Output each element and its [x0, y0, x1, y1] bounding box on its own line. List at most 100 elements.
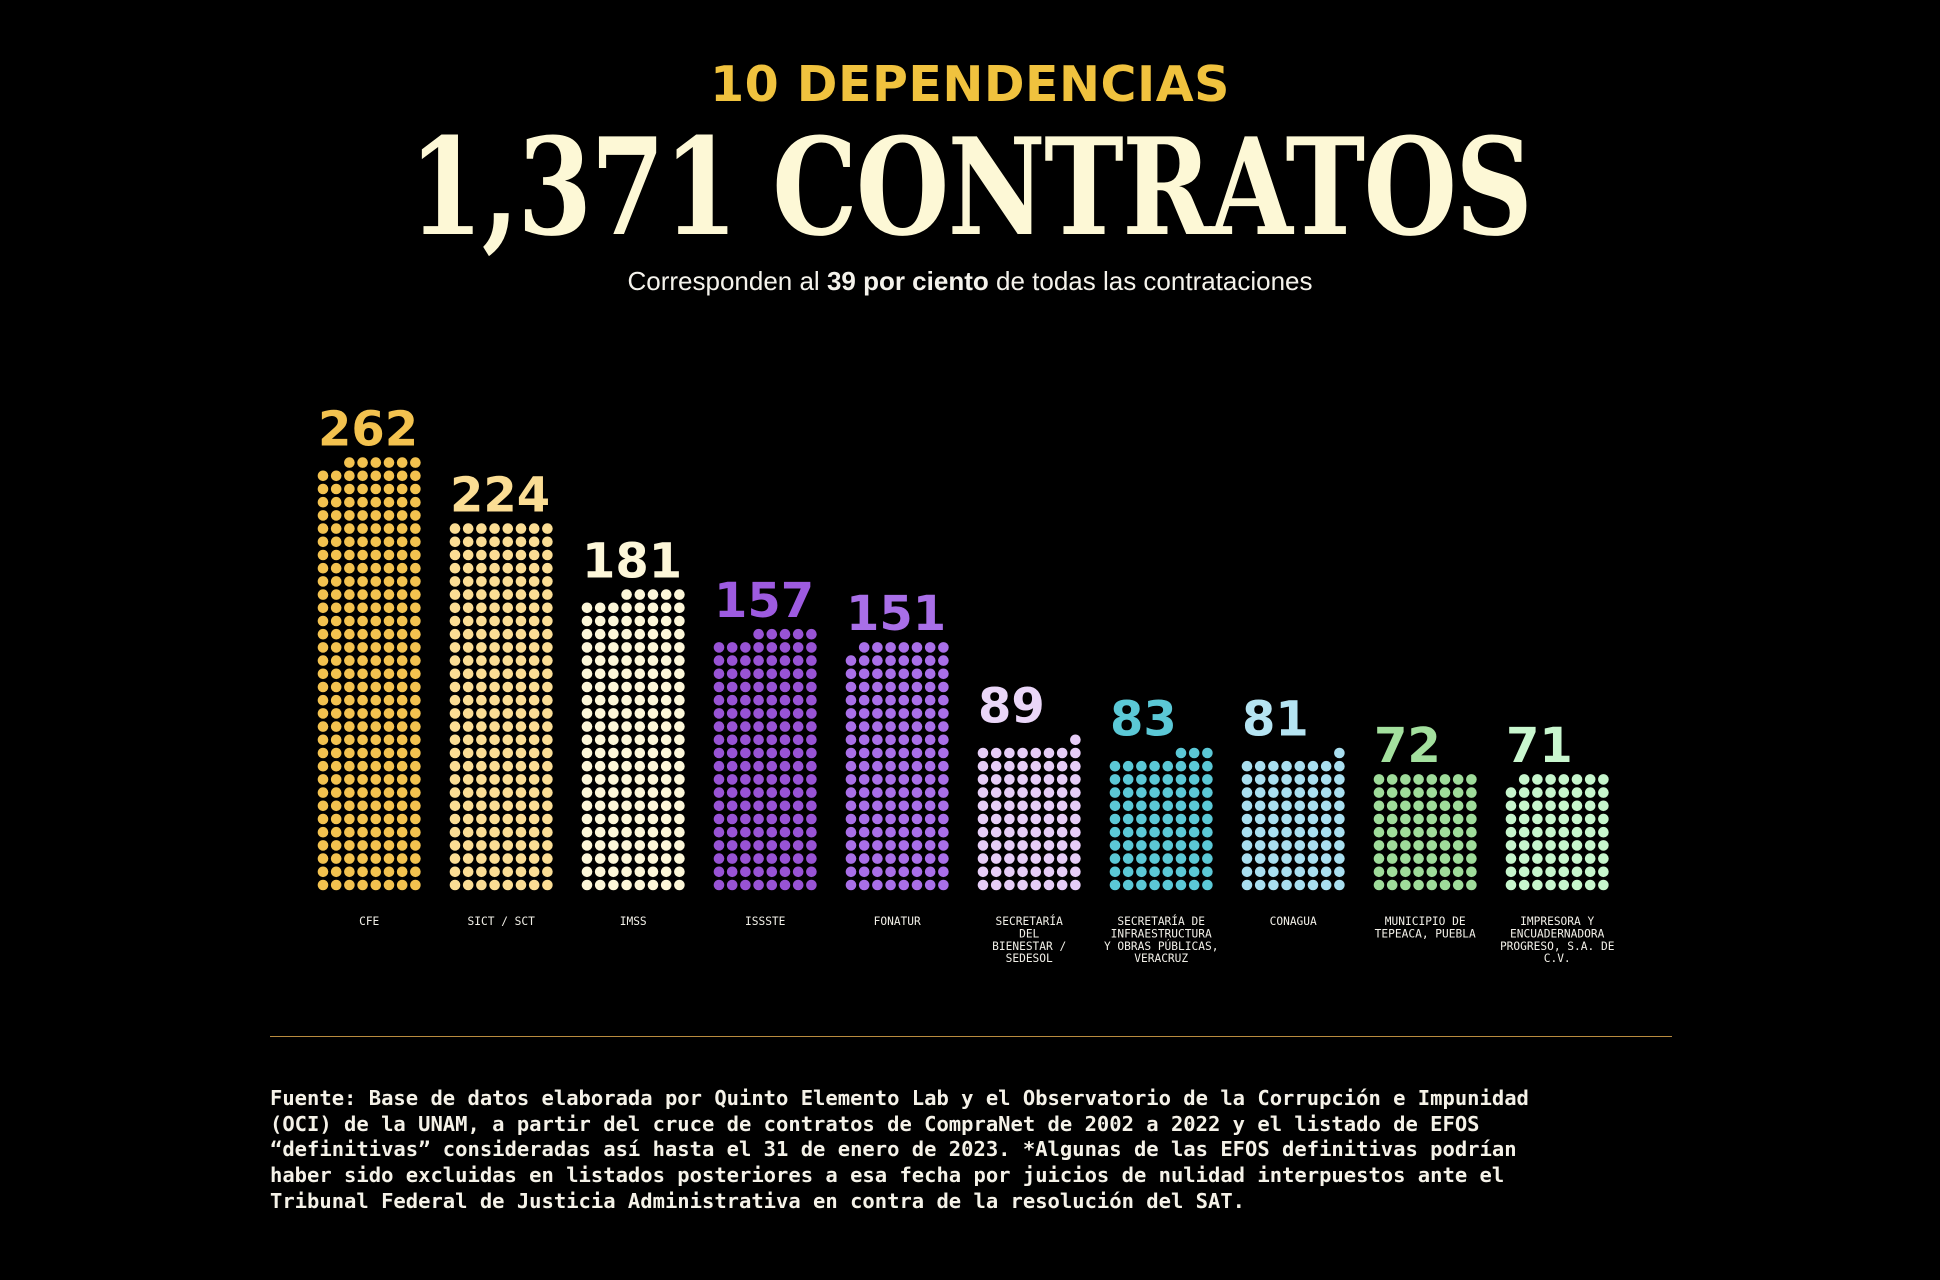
- contract-dot: [581, 734, 593, 746]
- category-label: ENCUADERNADORA: [1510, 927, 1605, 940]
- contract-dot: [462, 668, 474, 680]
- contract-dot: [1149, 840, 1160, 851]
- contract-dot: [396, 628, 408, 640]
- contract-dot: [608, 800, 619, 812]
- contract-dot: [581, 787, 593, 798]
- contract-dot: [766, 813, 778, 825]
- contract-dot: [330, 694, 342, 706]
- subtitle-bold: 39 por ciento: [826, 266, 989, 296]
- contract-dot: [581, 840, 593, 851]
- contract-dot: [357, 615, 368, 627]
- contract-dot: [674, 813, 685, 825]
- contract-dot: [1175, 774, 1187, 785]
- contract-dot: [634, 642, 646, 653]
- contract-dot: [1162, 879, 1174, 891]
- contract-dot: [1188, 879, 1200, 891]
- contract-dot: [515, 549, 527, 561]
- contract-dot: [1373, 813, 1385, 825]
- contract-dot: [489, 879, 500, 891]
- contract-dot: [462, 589, 474, 600]
- contract-dot: [357, 774, 368, 785]
- contract-dot: [1334, 826, 1345, 838]
- contract-dot: [766, 840, 778, 851]
- contract-dot: [1241, 774, 1253, 785]
- contract-dot: [845, 813, 857, 825]
- contract-dot: [1202, 853, 1213, 864]
- contract-dot: [1175, 840, 1187, 851]
- contract-dot: [396, 523, 408, 534]
- contract-dot: [647, 840, 659, 851]
- contract-dot: [357, 813, 368, 825]
- contract-dot: [528, 655, 540, 666]
- contract-dot: [885, 840, 896, 851]
- contract-dot: [885, 760, 896, 772]
- contract-dot: [1400, 866, 1411, 878]
- contract-dot: [924, 787, 936, 798]
- contract-dot: [766, 800, 778, 812]
- contract-dot: [449, 694, 461, 706]
- contract-dot: [779, 668, 791, 680]
- contract-dot: [621, 774, 632, 785]
- contract-dot: [515, 747, 527, 759]
- contract-dot: [1030, 800, 1042, 812]
- contract-dot: [885, 655, 896, 666]
- contract-dot: [740, 813, 751, 825]
- contract-dot: [1004, 760, 1015, 772]
- contract-dot: [766, 774, 778, 785]
- contract-dot: [1268, 800, 1279, 812]
- contract-dot: [515, 708, 527, 719]
- contract-dot: [502, 694, 514, 706]
- contract-dot: [898, 668, 910, 680]
- contract-dot: [396, 721, 408, 732]
- contract-dot: [383, 470, 395, 482]
- contract-dot: [608, 681, 619, 693]
- contract-dot: [502, 615, 514, 627]
- contract-dot: [449, 602, 461, 614]
- contract-dot: [740, 708, 751, 719]
- contract-dot: [1307, 826, 1319, 838]
- contract-dot: [330, 734, 342, 746]
- contract-dot: [1466, 853, 1477, 864]
- contract-dot: [990, 853, 1002, 864]
- contract-dot: [1202, 760, 1213, 772]
- contract-dot: [528, 708, 540, 719]
- contract-dot: [858, 853, 870, 864]
- contract-dot: [502, 562, 514, 574]
- contract-dot: [740, 774, 751, 785]
- contract-dot: [660, 708, 672, 719]
- contract-dot: [647, 813, 659, 825]
- contract-dot: [396, 708, 408, 719]
- contract-dot: [581, 708, 593, 719]
- contract-dot: [489, 760, 500, 772]
- contract-dot: [792, 800, 804, 812]
- contract-dot: [766, 628, 778, 640]
- contract-dot: [674, 800, 685, 812]
- category-label: SICT / SCT: [468, 915, 536, 928]
- contract-dot: [977, 879, 989, 891]
- contract-dot: [674, 774, 685, 785]
- contract-dot: [1202, 800, 1213, 812]
- contract-dot: [330, 800, 342, 812]
- contract-dot: [1571, 879, 1583, 891]
- contract-dot: [489, 655, 500, 666]
- contract-dot: [594, 681, 606, 693]
- contract-dot: [898, 721, 910, 732]
- contract-dot: [1598, 800, 1609, 812]
- contract-dot: [383, 483, 395, 495]
- contract-dot: [462, 747, 474, 759]
- contract-dot: [621, 615, 632, 627]
- contract-dot: [594, 655, 606, 666]
- contract-dot: [1070, 774, 1081, 785]
- contract-dot: [911, 708, 923, 719]
- contract-dot: [872, 708, 883, 719]
- contract-dot: [806, 813, 817, 825]
- contract-dot: [1466, 826, 1477, 838]
- contract-dot: [383, 853, 395, 864]
- contract-dot: [594, 760, 606, 772]
- contract-dot: [660, 813, 672, 825]
- contract-dot: [924, 774, 936, 785]
- contract-dot: [581, 642, 593, 653]
- contract-dot: [1030, 747, 1042, 759]
- contract-dot: [370, 483, 382, 495]
- contract-dot: [396, 536, 408, 548]
